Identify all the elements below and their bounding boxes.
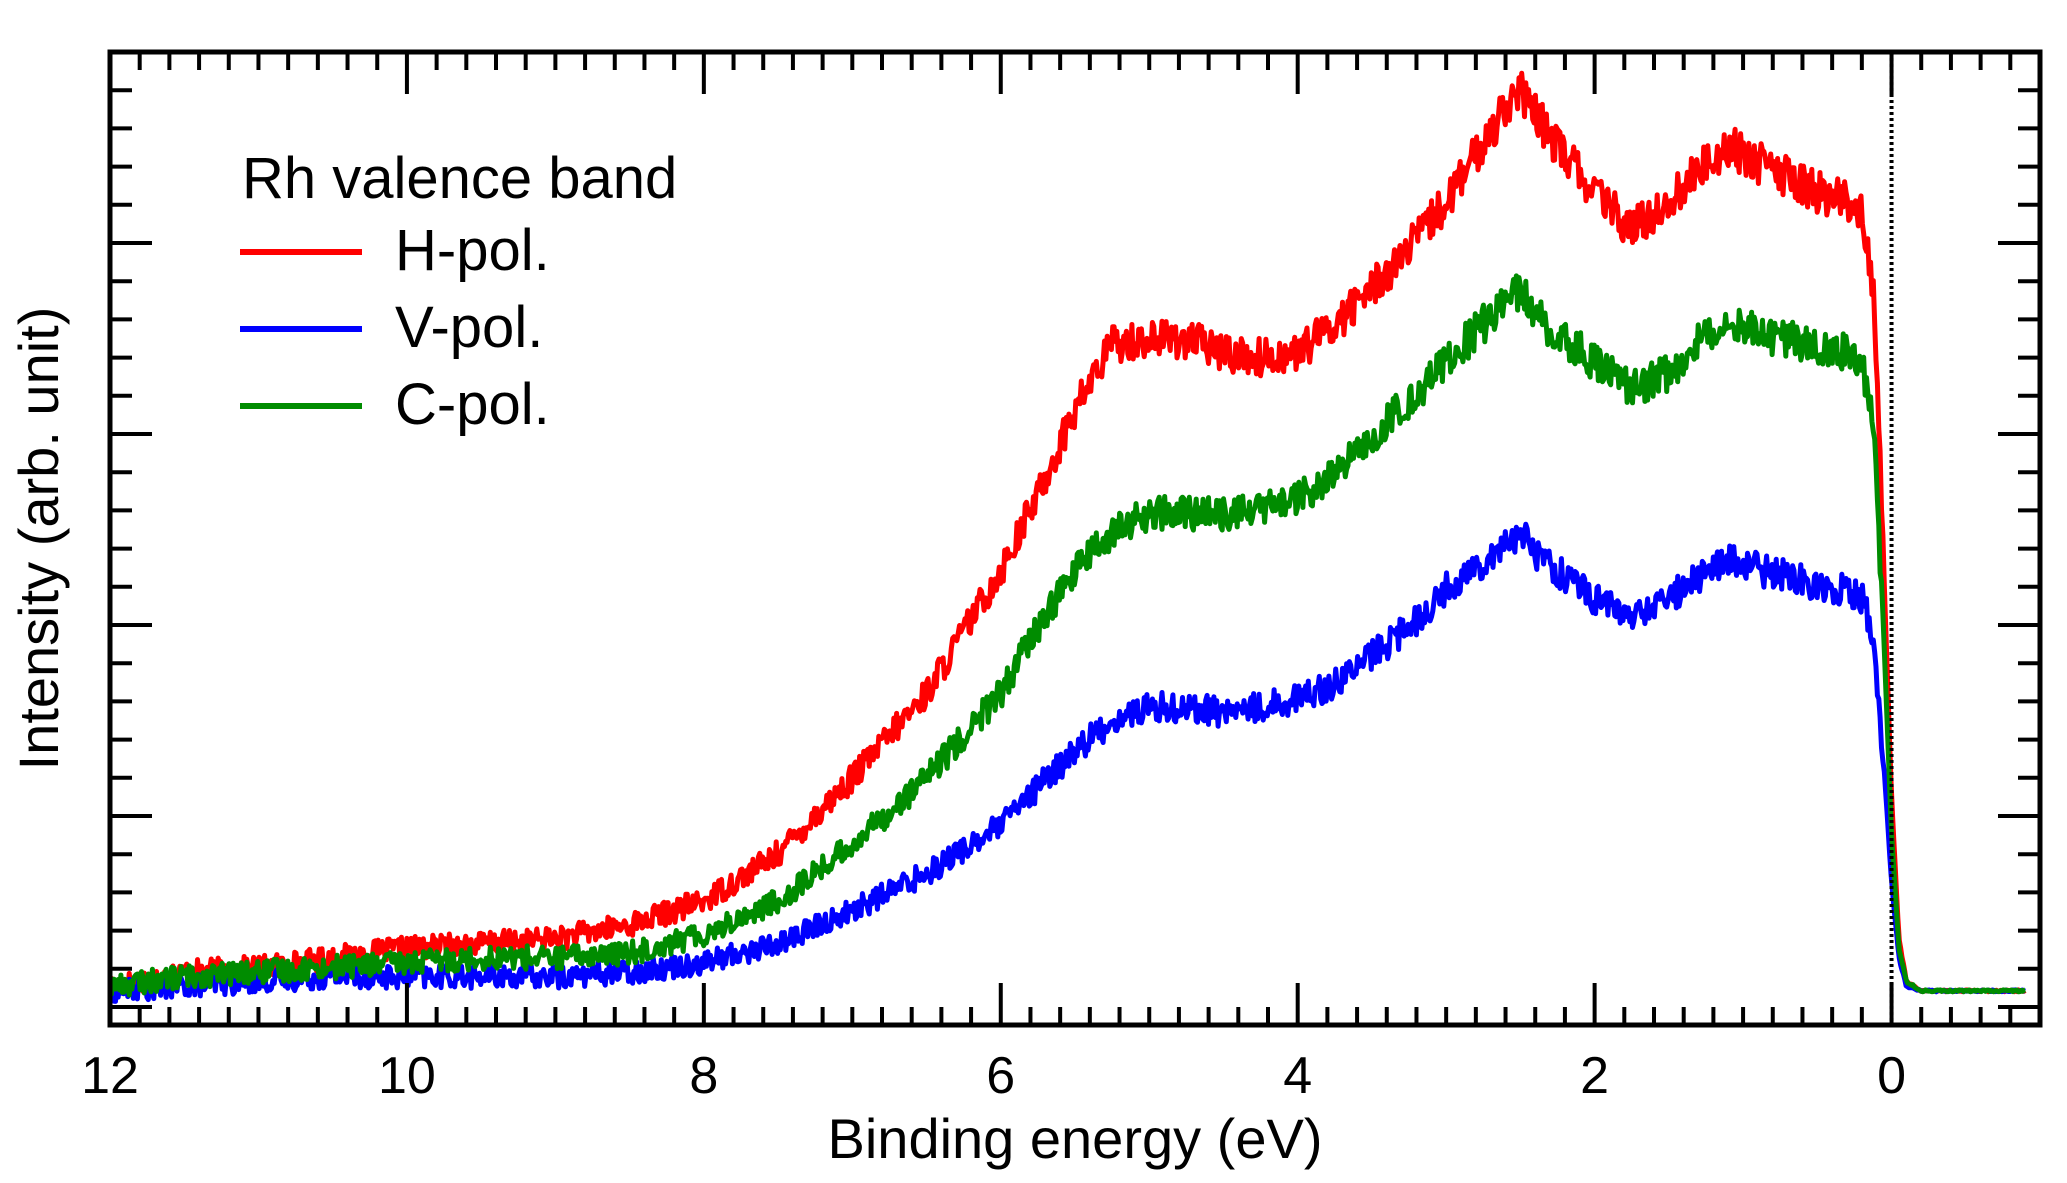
plot-frame [107, 49, 2043, 1028]
x-axis-title: Binding energy (eV) [828, 1107, 1323, 1170]
series-line-v-pol [107, 521, 2027, 1004]
series-layer [107, 70, 2027, 1004]
x-tick-label: 2 [1580, 1047, 1609, 1105]
x-tick-label: 0 [1877, 1047, 1906, 1105]
x-tick-label: 12 [81, 1047, 139, 1105]
legend-label: V-pol. [395, 295, 543, 360]
legend-label: H-pol. [395, 218, 550, 283]
x-tick-labels: 12 10 8 6 4 2 0 [81, 1047, 1906, 1105]
x-tick-label: 10 [378, 1047, 436, 1105]
series-line-c-pol [107, 273, 2027, 998]
x-tick-label: 4 [1283, 1047, 1312, 1105]
legend-entries: H-pol. V-pol. C-pol. [240, 218, 550, 437]
legend-title: Rh valence band [242, 146, 677, 211]
x-tick-label: 8 [689, 1047, 718, 1105]
axis-ticks [108, 52, 2042, 1025]
legend-label: C-pol. [395, 372, 550, 437]
x-tick-label: 6 [986, 1047, 1015, 1105]
y-axis-title: Intensity (arb. unit) [7, 307, 70, 771]
legend: Rh valence band H-pol. V-pol. C-pol. [240, 146, 677, 437]
